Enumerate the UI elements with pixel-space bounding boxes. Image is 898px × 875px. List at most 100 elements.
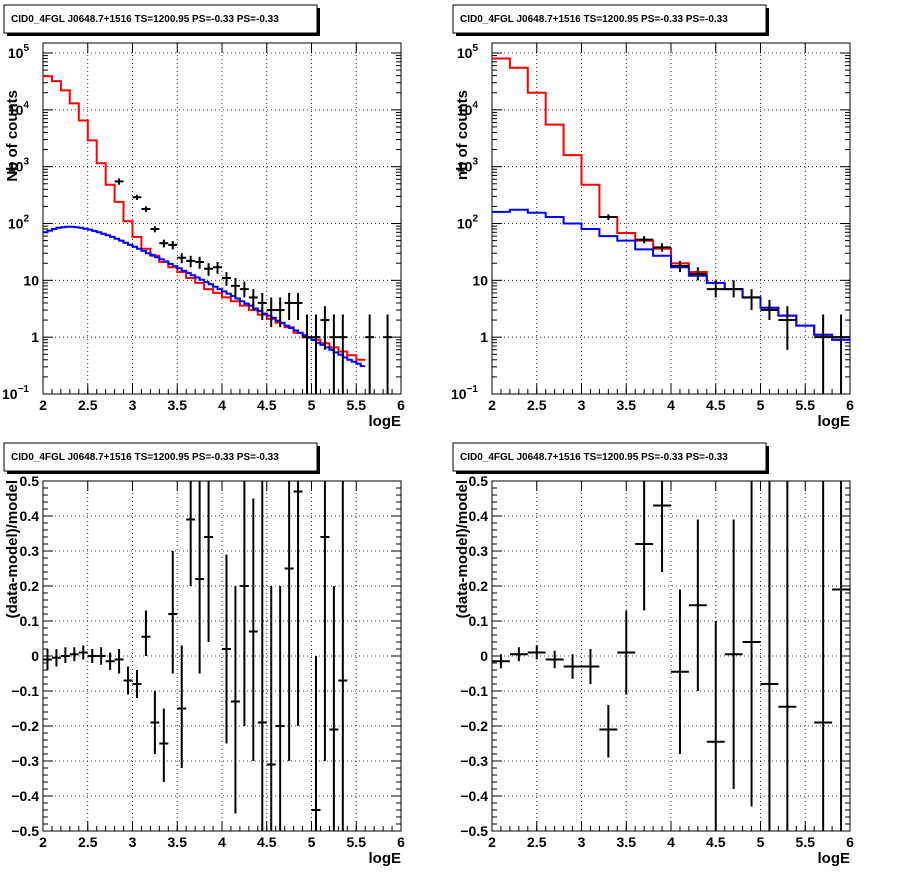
x-tick-label: 3.5 [617, 397, 637, 413]
x-tick-label: 6 [846, 397, 854, 413]
y-tick-label: 0 [31, 648, 39, 664]
x-tick-label: 5 [757, 397, 765, 413]
x-tick-label: 3 [578, 397, 586, 413]
data-point [365, 314, 375, 394]
y-tick-label: 0.2 [20, 578, 40, 594]
y-tick-label: 0.3 [20, 543, 40, 559]
data-point [383, 314, 393, 394]
data-point [742, 289, 761, 311]
y-tick-label: −0.1 [11, 683, 39, 699]
data-point [195, 256, 205, 269]
x-tick-label: 5 [308, 834, 316, 850]
data-point [60, 647, 70, 663]
x-tick-label: 2.5 [78, 834, 98, 850]
x-tick-label: 3.5 [168, 397, 188, 413]
data-point [617, 610, 636, 695]
data-point [814, 481, 833, 831]
x-axis-title: logE [818, 413, 851, 430]
y-tick-label: −0.2 [11, 718, 39, 734]
y-tick-label: 102 [457, 214, 479, 232]
plot-area [43, 75, 393, 394]
data-point [168, 551, 178, 674]
plot-area [492, 481, 850, 831]
data-point [195, 481, 205, 674]
data-point [239, 281, 249, 298]
data-point [275, 586, 285, 831]
data-point [688, 519, 707, 691]
x-tick-label: 2.5 [527, 397, 547, 413]
x-tick-label: 6 [846, 834, 854, 850]
data-point [832, 314, 850, 394]
data-point [114, 178, 124, 185]
data-point [141, 610, 151, 656]
x-tick-label: 3.5 [168, 834, 188, 850]
data-point [706, 621, 725, 831]
data-point [311, 656, 321, 831]
data-point [150, 691, 160, 754]
y-axis-title: Nb of counts [4, 90, 21, 182]
data-point [671, 589, 689, 754]
plot-area [43, 481, 348, 831]
y-tick-label: 104 [457, 100, 479, 118]
data-point [248, 498, 258, 761]
title-box [3, 4, 318, 34]
y-tick-label: 0.3 [469, 543, 489, 559]
y-tick-label: 0 [480, 648, 488, 664]
x-tick-label: 5.5 [347, 834, 367, 850]
y-tick-label: 0.4 [469, 508, 489, 524]
data-point [778, 306, 797, 350]
data-point [159, 708, 169, 782]
data-point [653, 243, 671, 252]
data-point [599, 214, 618, 221]
x-tick-label: 5 [308, 397, 316, 413]
data-point [635, 236, 654, 244]
y-tick-label: 0.5 [469, 473, 489, 489]
data-point [599, 705, 618, 758]
data-point [338, 314, 348, 394]
data-point [150, 226, 160, 233]
x-tick-label: 5 [757, 834, 765, 850]
data-point [69, 647, 79, 662]
data-point [230, 586, 240, 814]
data-point [257, 292, 267, 321]
data-point [275, 297, 285, 328]
data-point [724, 519, 743, 789]
y-tick-label: 10 [23, 272, 39, 288]
x-tick-label: 2 [488, 397, 496, 413]
chart-panel-3: 2 2.5 3 3.5 4 4.5 5 5.5 6 −0.5 −0.4 −0.3 −0.2 −0.1 0 0.… [3, 442, 405, 867]
y-tick-label: −0.2 [460, 718, 488, 734]
data-point [204, 263, 214, 276]
chart-title: CID0_4FGL J0648.7+1516 TS=1200.95 PS=-0.… [11, 452, 279, 463]
chart-title: CID0_4FGL J0648.7+1516 TS=1200.95 PS=-0.… [460, 14, 728, 25]
data-point [186, 255, 196, 268]
chart-title: CID0_4FGL J0648.7+1516 TS=1200.95 PS=-0.… [460, 452, 728, 463]
y-tick-label: 10 [472, 272, 488, 288]
y-tick-label: −0.4 [11, 788, 39, 804]
data-point [329, 586, 339, 831]
data-point [581, 649, 600, 684]
data-point [213, 262, 222, 274]
data-point [132, 670, 142, 698]
data-point [123, 666, 133, 695]
x-tick-label: 5.5 [347, 397, 367, 413]
data-point [293, 292, 303, 321]
y-tick-label: 1 [31, 329, 39, 345]
data-point [329, 314, 339, 394]
data-point [222, 272, 231, 286]
data-point [724, 280, 743, 298]
title-box [452, 442, 767, 472]
data-point [168, 241, 178, 250]
data-point [545, 650, 564, 669]
data-point [527, 645, 546, 660]
data-point [114, 649, 124, 674]
data-point [778, 481, 797, 831]
y-tick-label: −0.5 [460, 823, 488, 839]
data-point [311, 314, 321, 394]
chart-panel-4: 2 2.5 3 3.5 4 4.5 5 5.5 6 −0.5 −0.4 −0.3 −0.2 −0.1 0 0.… [452, 442, 854, 867]
x-tick-label: 3 [578, 834, 586, 850]
title-box [3, 442, 318, 472]
y-tick-label: 0.4 [20, 508, 40, 524]
data-point [78, 645, 88, 660]
x-tick-label: 2 [39, 397, 47, 413]
x-tick-label: 2.5 [78, 397, 98, 413]
